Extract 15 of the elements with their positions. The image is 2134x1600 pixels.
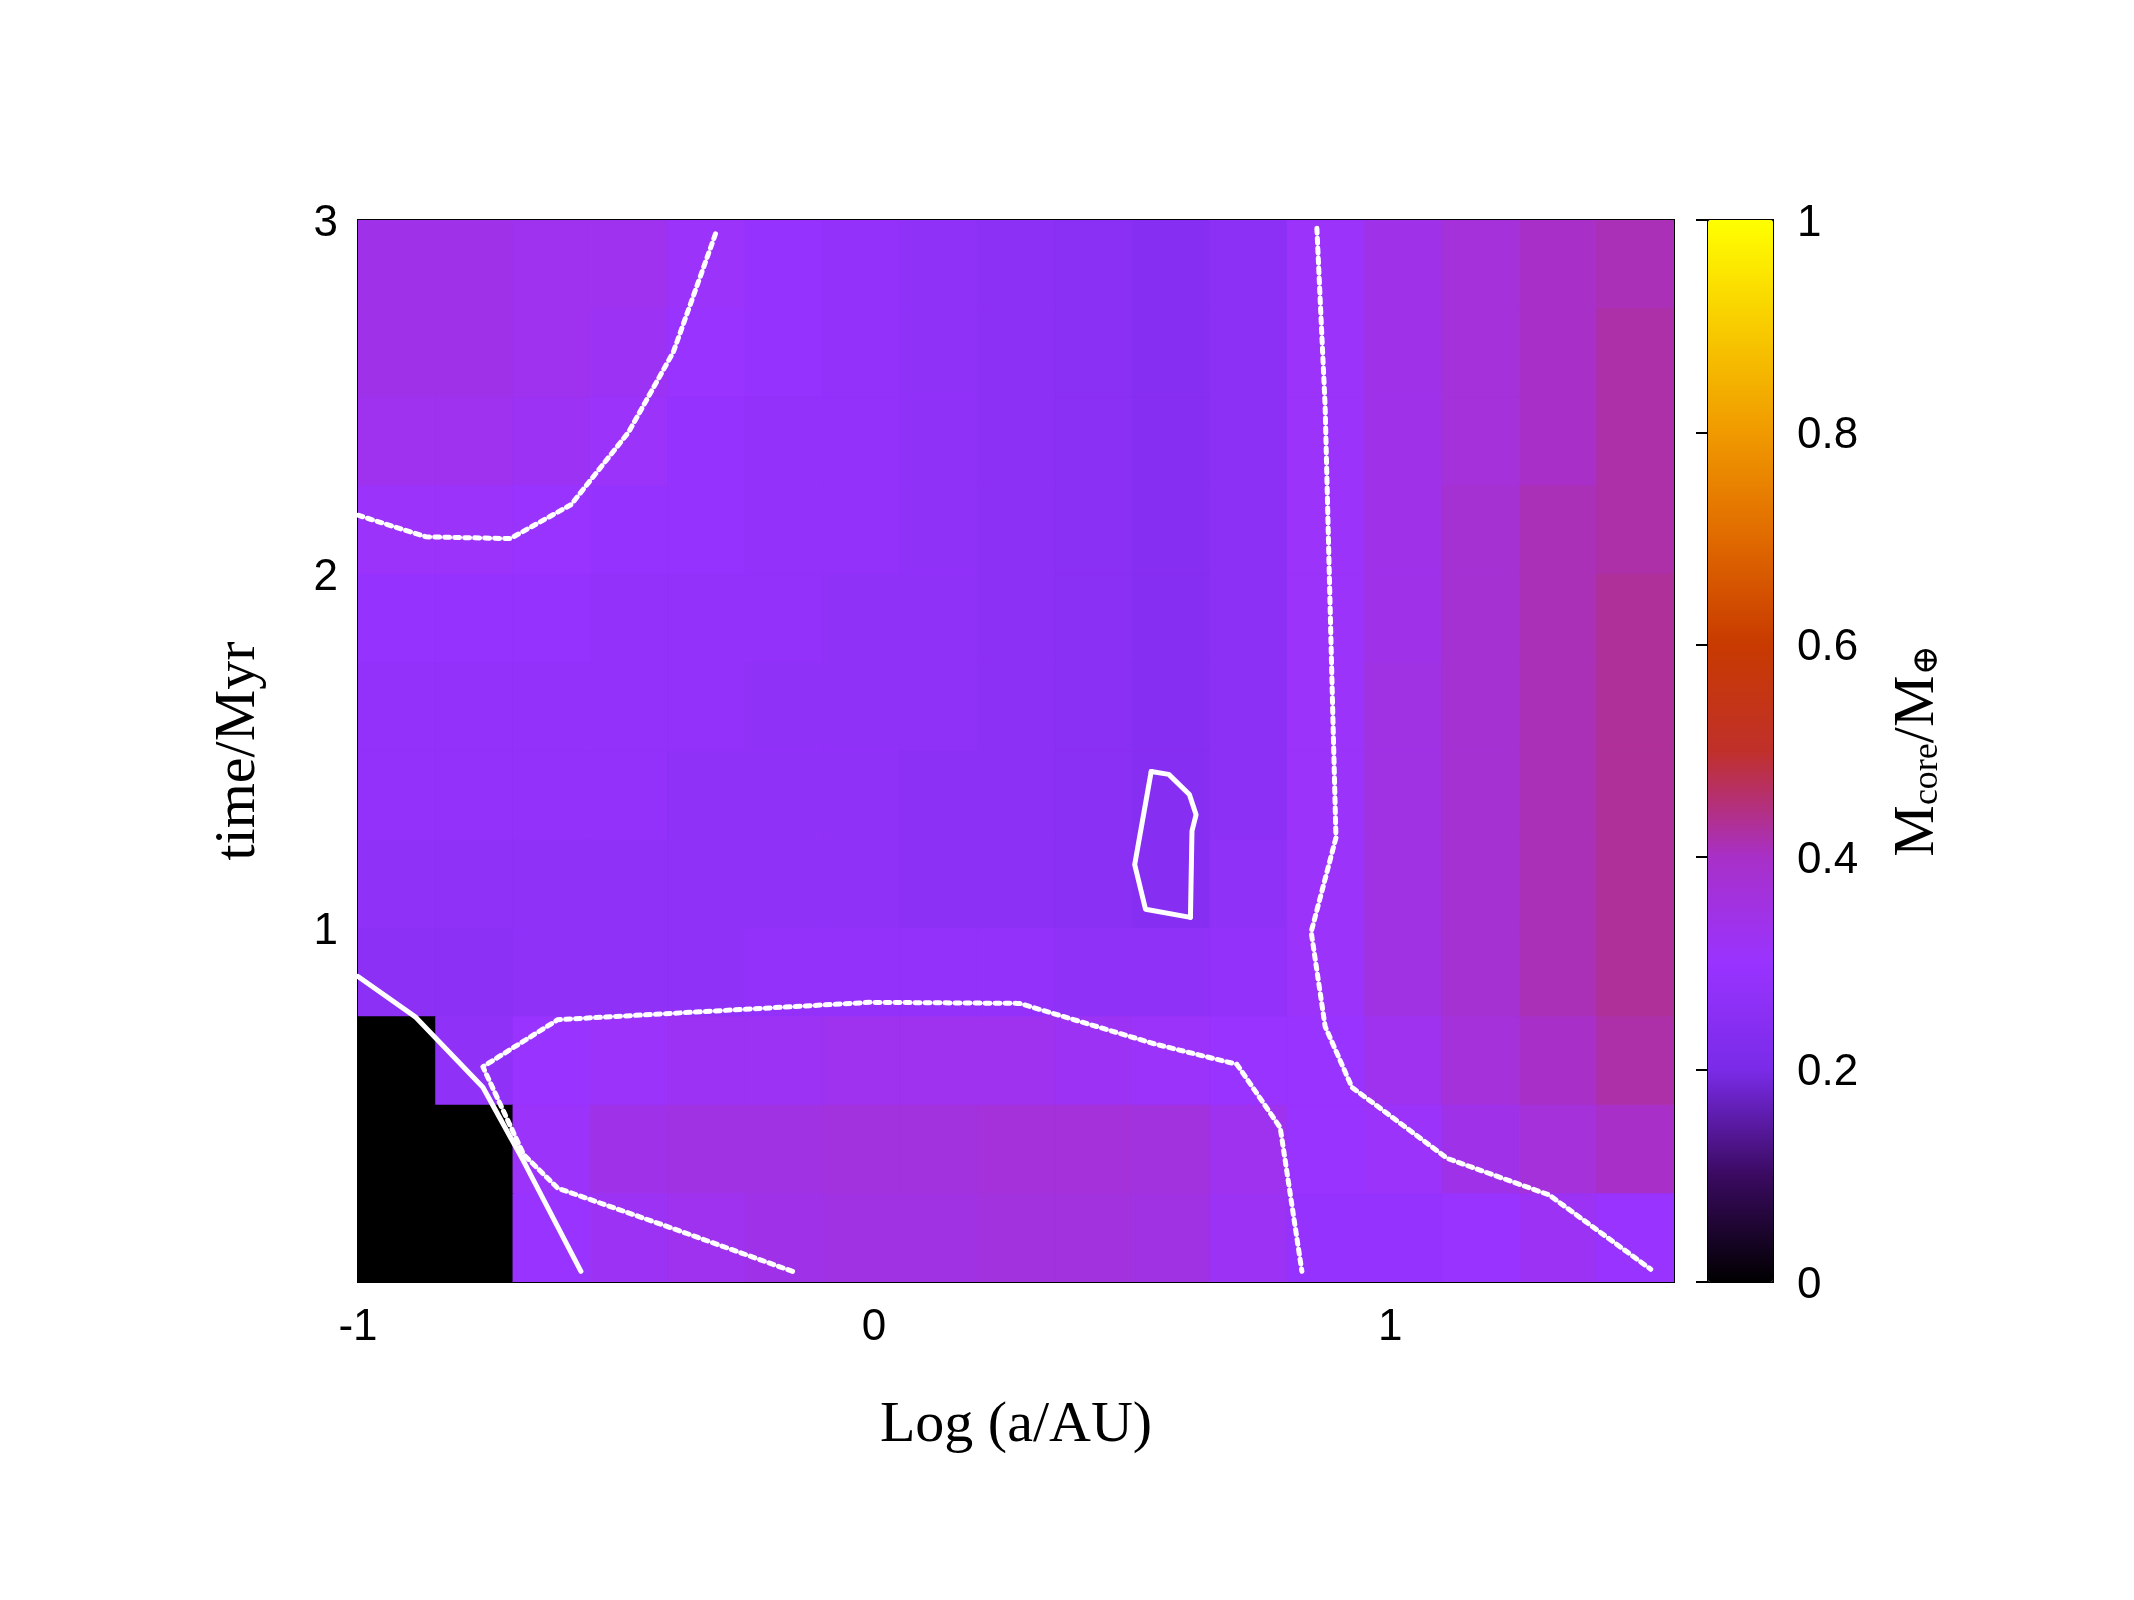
x-axis-title: Log (a/AU) (879, 1388, 1153, 1454)
color-bar-label: 0.8 (1797, 407, 1859, 457)
y-tick-label: 2 (313, 549, 338, 599)
color-bar-label: 0.2 (1797, 1045, 1859, 1095)
x-tick-label: 1 (1377, 1299, 1403, 1349)
y-tick-label: 3 (313, 195, 338, 245)
color-bar-label: 0 (1797, 1257, 1822, 1307)
color-bar-label: 1 (1797, 195, 1822, 245)
y-tick-label: 1 (313, 903, 338, 953)
y-axis-title: time/Myr (201, 641, 267, 861)
color-bar-label: 0.4 (1797, 832, 1859, 882)
color-bar-label: 0.6 (1797, 620, 1859, 670)
x-tick-label: -1 (338, 1299, 378, 1349)
color-bar-title: Mcore/M⊕ (1880, 645, 1946, 857)
x-tick-label: 0 (861, 1299, 887, 1349)
